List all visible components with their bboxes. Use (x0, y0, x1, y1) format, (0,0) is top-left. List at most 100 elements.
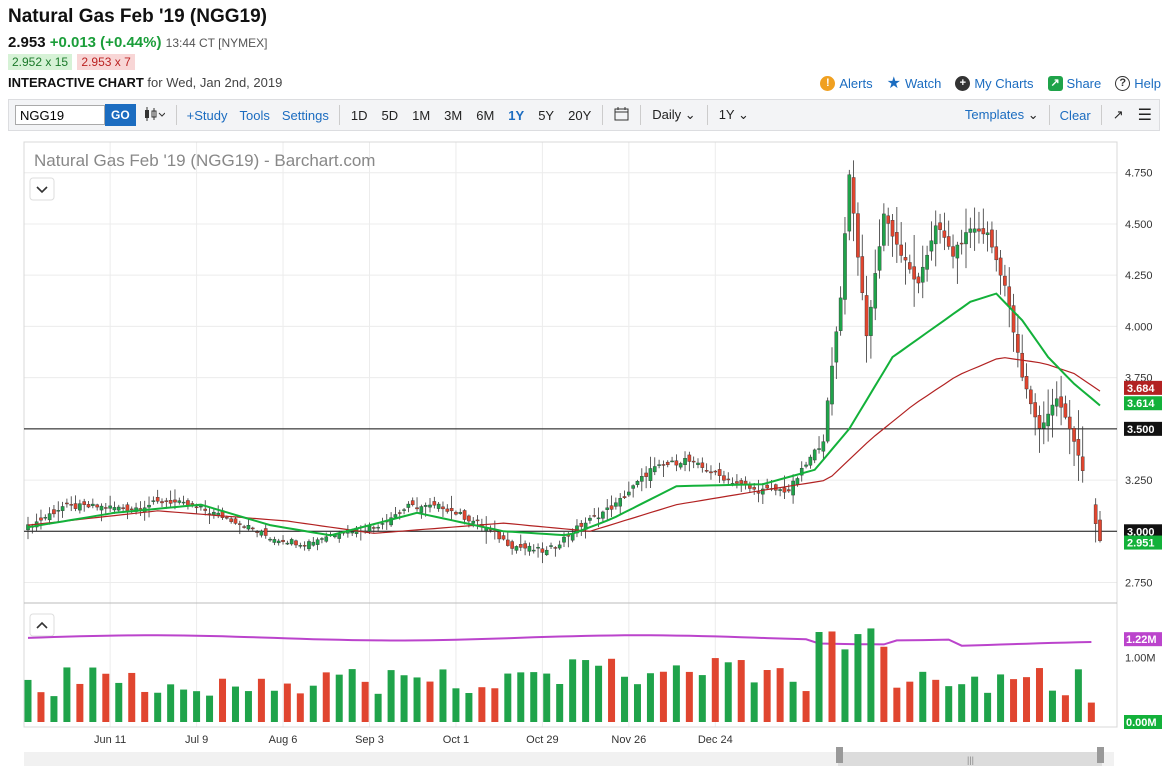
line-low-label-bg (1124, 524, 1162, 539)
interval-select[interactable]: Daily ⌄ (645, 107, 702, 123)
candle-body (475, 519, 480, 522)
volume-bar (854, 634, 862, 722)
volume-bar (180, 689, 188, 722)
watch-button[interactable]: ★ Watch (887, 73, 942, 93)
candle (869, 300, 873, 359)
candle-body (173, 499, 177, 503)
chevron-down-icon: ⌄ (684, 107, 696, 122)
period-5y[interactable]: 5Y (538, 107, 555, 123)
candle-body (691, 460, 696, 463)
candle-body (311, 541, 316, 546)
volume-bar (478, 687, 486, 722)
candle-body (402, 509, 406, 511)
candle (895, 207, 899, 263)
candle (518, 534, 523, 551)
candle-body (847, 174, 852, 232)
settings-button[interactable]: Settings (281, 107, 329, 123)
share-icon: ↗ (1047, 75, 1063, 91)
candle (778, 487, 782, 497)
candle (82, 498, 86, 512)
ma-slow-label-bg (1124, 380, 1162, 395)
candle (276, 538, 281, 546)
candle (799, 461, 804, 482)
candle (709, 465, 713, 480)
candle-body (890, 220, 895, 237)
templates-button[interactable]: Templates ⌄ (959, 107, 1045, 123)
symbol-input[interactable] (15, 105, 105, 125)
time-scrollbar[interactable]: ||| (24, 747, 1114, 766)
period-20y[interactable]: 20Y (568, 107, 592, 123)
tools-button[interactable]: Tools (239, 107, 270, 123)
candle (774, 483, 778, 496)
candle (419, 504, 424, 519)
candle-body (415, 507, 419, 510)
candle-body (164, 500, 169, 502)
period-3m[interactable]: 3M (444, 107, 463, 123)
period-1y[interactable]: 1Y (508, 107, 525, 123)
candle-body (82, 501, 86, 505)
candle-body (406, 503, 411, 508)
candle (644, 466, 648, 489)
volume-bar (361, 681, 369, 722)
calendar-icon (614, 107, 629, 121)
menu-button[interactable]: ☰ (1131, 105, 1159, 125)
candle (372, 525, 376, 533)
candle-body (536, 546, 540, 549)
help-button[interactable]: ? Help (1115, 75, 1161, 91)
candle (432, 496, 437, 509)
candle (808, 454, 813, 469)
y-tick-label: 3.250 (1125, 475, 1153, 487)
share-button[interactable]: ↗ Share (1047, 75, 1101, 91)
period-5d[interactable]: 5D (381, 107, 399, 123)
ma-slow-label-text: 3.684 (1127, 383, 1155, 395)
volume-bar (24, 679, 32, 722)
clear-button[interactable]: Clear (1059, 107, 1091, 123)
candle (912, 234, 916, 307)
volume-bar (646, 673, 654, 722)
study-button[interactable]: +Study (186, 107, 228, 123)
candle-body (272, 539, 277, 543)
chart-area[interactable]: Natural Gas Feb '19 (NGG19) - Barchart.c… (0, 134, 1167, 770)
candle-body (739, 480, 744, 484)
candle-body (501, 535, 506, 540)
candle (588, 515, 592, 524)
scroll-handle-right[interactable] (1097, 747, 1104, 763)
candle-body (843, 233, 847, 300)
interactive-chart-title: INTERACTIVE CHART for Wed, Jan 2nd, 2019 (8, 75, 282, 90)
candle (691, 456, 696, 469)
interval-value: Daily (652, 107, 682, 122)
candle-body (596, 517, 601, 520)
collapse-button[interactable] (29, 177, 55, 201)
divider (175, 105, 177, 125)
candle-body (69, 504, 74, 506)
candle-body (774, 484, 778, 491)
candle-body (683, 458, 687, 466)
candle-body (1080, 456, 1085, 471)
candle-body (614, 502, 618, 507)
candle-body (441, 506, 445, 510)
period-1d[interactable]: 1D (350, 107, 368, 123)
volume-bar (582, 660, 590, 722)
period-6m[interactable]: 6M (476, 107, 495, 123)
candle (238, 520, 242, 535)
my-charts-button[interactable]: + My Charts (955, 75, 1034, 91)
period-1m[interactable]: 1M (412, 107, 431, 123)
candle-body (531, 549, 536, 552)
candle (743, 476, 748, 490)
candle (1003, 264, 1007, 297)
go-button[interactable]: GO (105, 104, 136, 126)
candlestick-icon (144, 106, 166, 121)
calendar-button[interactable] (607, 106, 636, 124)
chart-type-button[interactable] (136, 106, 172, 124)
price-change: +0.013 (+0.44%) (49, 34, 162, 51)
volume-bar (945, 686, 953, 722)
candle (160, 498, 164, 508)
candle-body (955, 244, 960, 259)
candle-body (670, 460, 674, 463)
range-select[interactable]: 1Y ⌄ (712, 107, 756, 123)
ma-slow-label: 3.684 (1124, 380, 1162, 395)
collapse-volume-button[interactable] (29, 613, 55, 637)
draw-tool-button[interactable]: ↗ (1106, 107, 1131, 123)
scroll-handle-left[interactable] (836, 747, 843, 763)
alerts-button[interactable]: ! Alerts (820, 75, 873, 91)
